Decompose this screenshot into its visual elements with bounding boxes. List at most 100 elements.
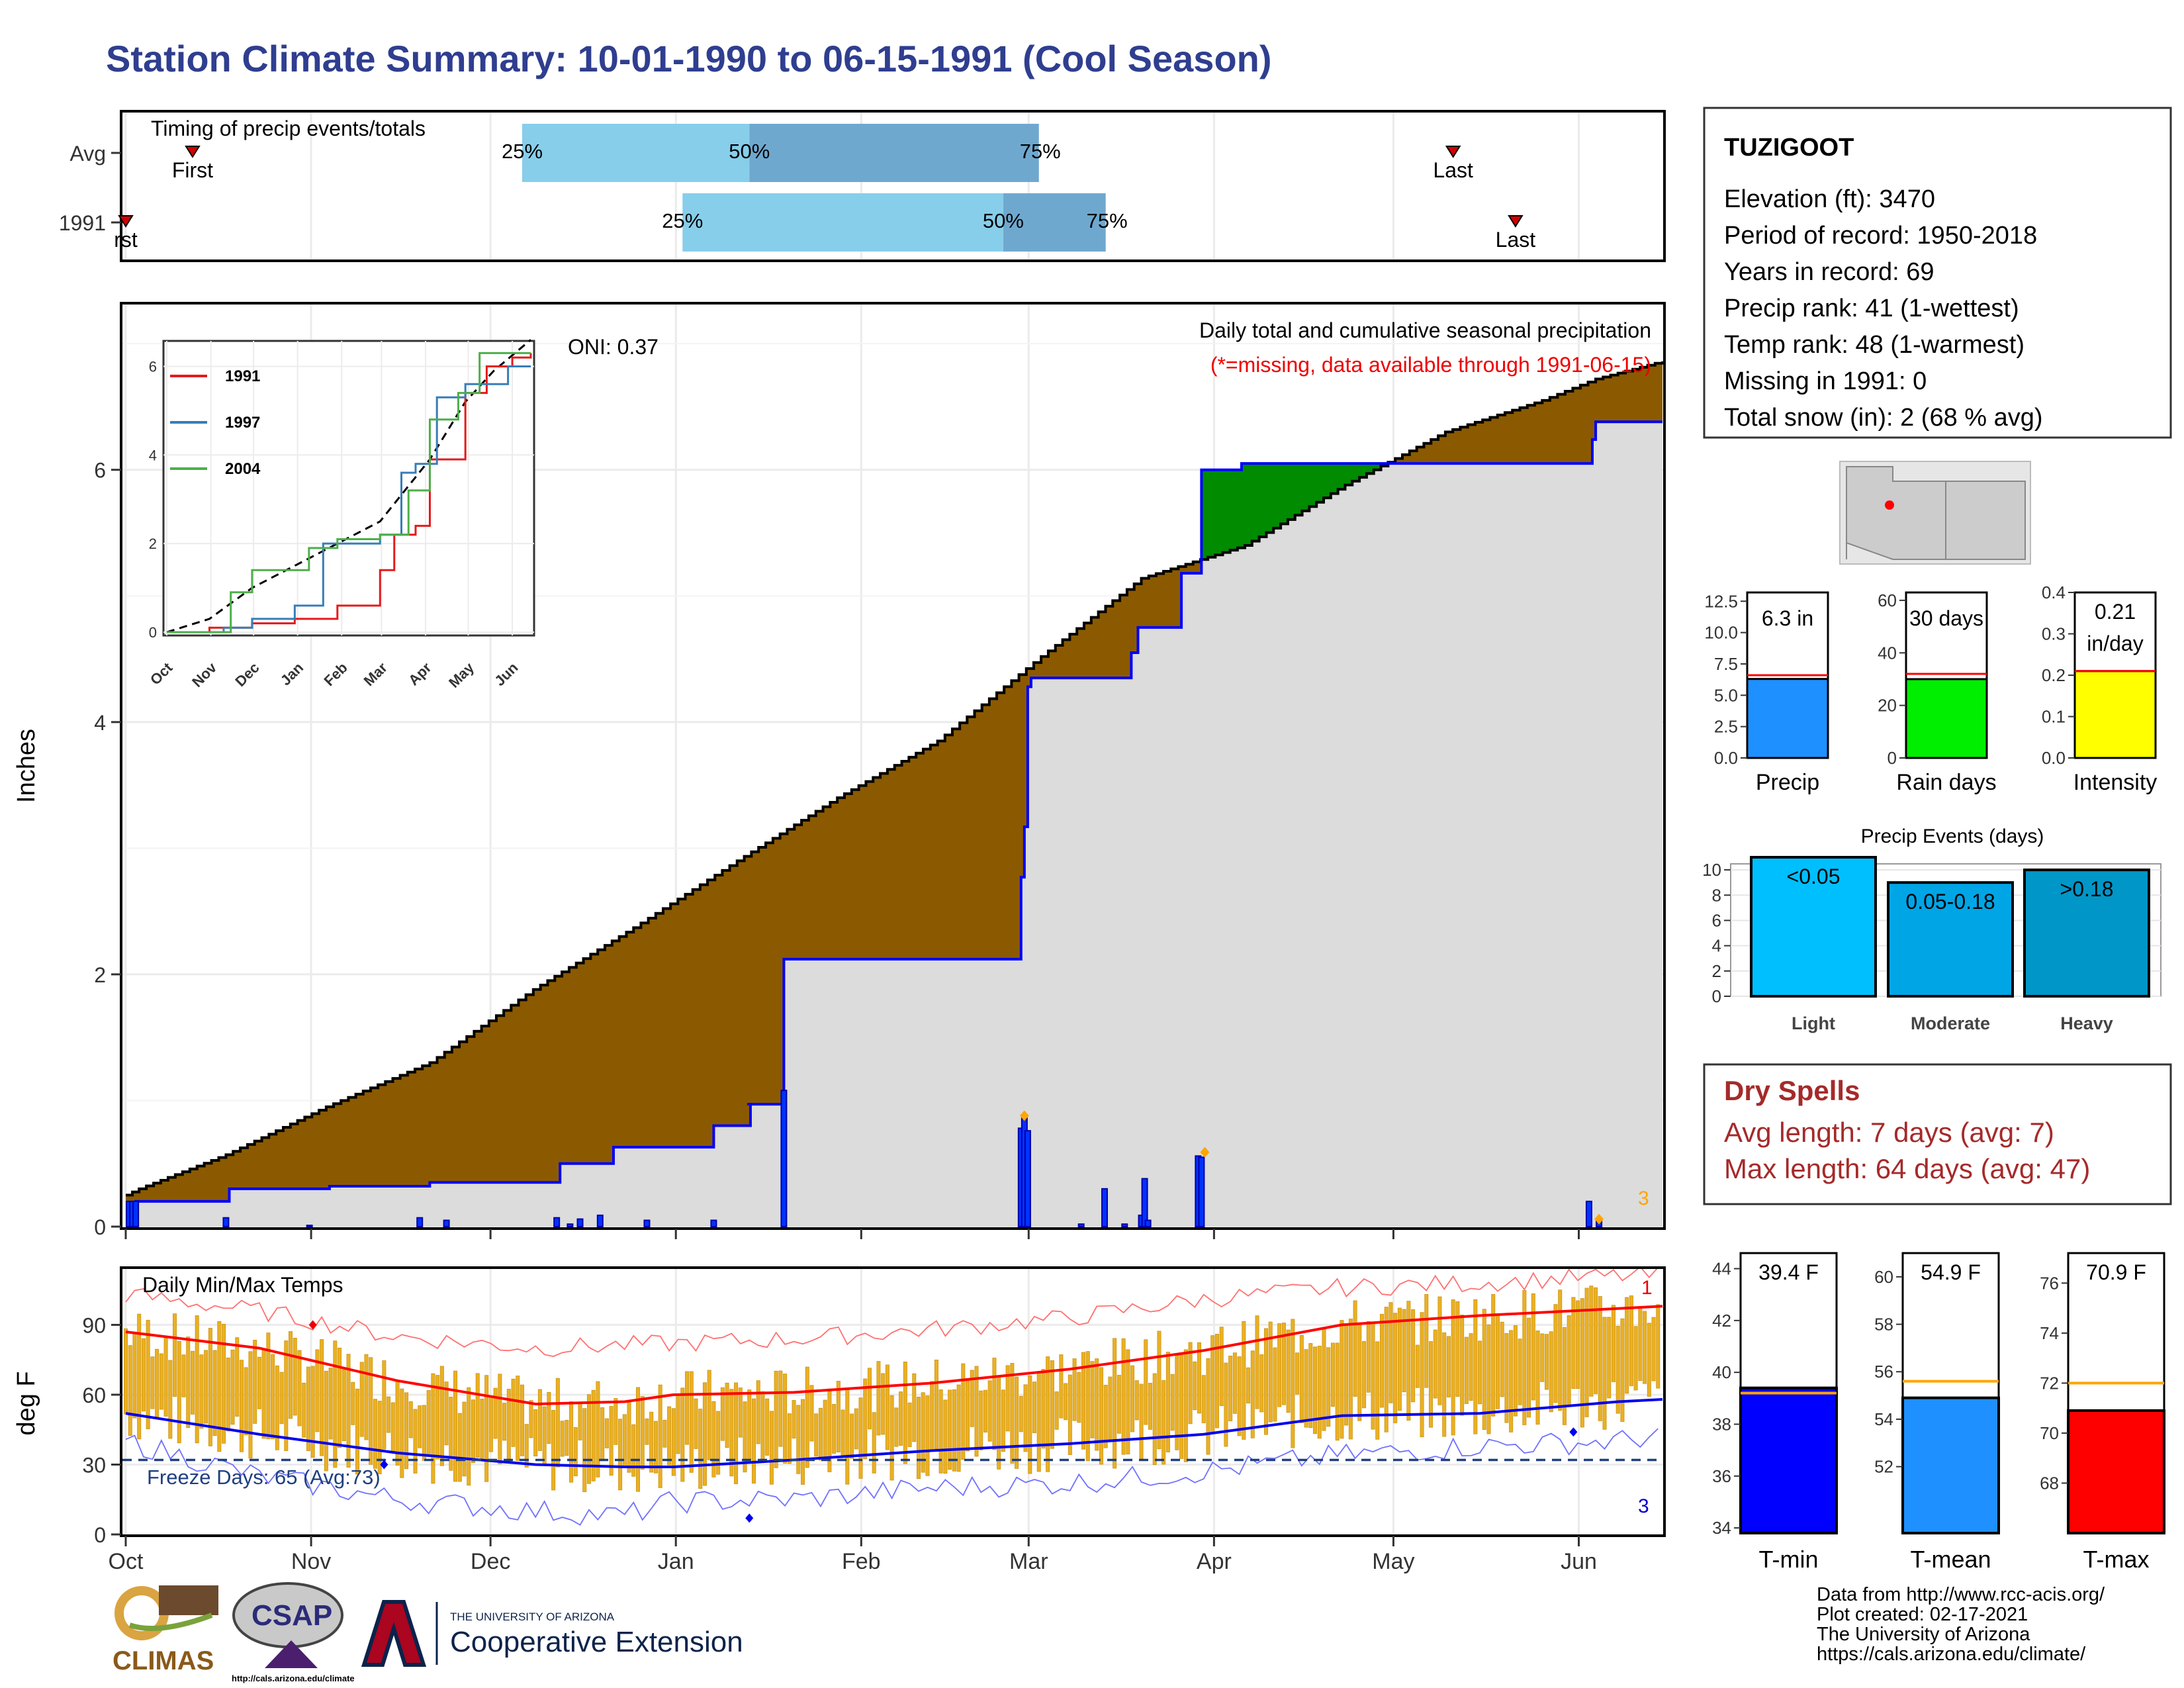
daily-temp-bar	[284, 1340, 289, 1451]
daily-temp-bar	[1442, 1332, 1447, 1437]
event-bar-name: Heavy	[2060, 1013, 2113, 1033]
daily-precip-bar	[596, 1214, 604, 1228]
daily-temp-bar	[1643, 1311, 1647, 1384]
station-name: TUZIGOOT	[1724, 134, 1854, 162]
daily-temp-bar	[1041, 1369, 1046, 1449]
daily-temp-bar	[341, 1369, 346, 1442]
station-line: Period of record: 1950-2018	[1724, 222, 2037, 250]
daily-temp-bar	[132, 1332, 137, 1419]
daily-temp-bar	[653, 1421, 658, 1474]
temp-xtick-label: May	[1372, 1549, 1414, 1574]
daily-temp-bar	[435, 1375, 440, 1460]
daily-temp-bar	[1611, 1305, 1615, 1382]
mini-bar-value-label: in/day	[2087, 632, 2143, 655]
daily-temp-bar	[938, 1389, 943, 1474]
daily-temp-bar	[1219, 1327, 1224, 1406]
daily-temp-bar	[1393, 1313, 1398, 1423]
daily-temp-bar	[1072, 1358, 1077, 1421]
ua-big-text: Cooperative Extension	[450, 1626, 743, 1658]
daily-temp-bar	[230, 1349, 235, 1425]
daily-temp-bar	[1330, 1342, 1335, 1407]
daily-temp-bar	[306, 1366, 310, 1452]
daily-temp-bar	[573, 1427, 578, 1477]
daily-temp-bar	[1357, 1323, 1362, 1421]
daily-temp-bar	[1237, 1356, 1242, 1436]
inset-ytick-label: 4	[149, 447, 157, 463]
daily-temp-bar	[141, 1338, 146, 1412]
mini-bar-ytick-label: 10.0	[1704, 623, 1738, 643]
daily-temp-bar	[1259, 1354, 1264, 1413]
daily-temp-bar	[899, 1391, 903, 1446]
daily-temp-bar	[743, 1401, 747, 1473]
temp-bar-name: T-max	[2083, 1546, 2149, 1573]
daily-temp-bar	[1384, 1307, 1388, 1432]
daily-temp-bar	[204, 1350, 208, 1424]
daily-temp-bar	[315, 1349, 320, 1432]
timing-box-lower	[522, 124, 750, 182]
temp-frame	[120, 1266, 1666, 1537]
daily-temp-bar	[1183, 1349, 1188, 1462]
daily-temp-bar	[582, 1408, 587, 1493]
daily-temp-bar	[248, 1351, 253, 1459]
daily-temp-bar	[426, 1389, 431, 1458]
daily-temp-bar	[1549, 1331, 1553, 1413]
precip-plot	[126, 361, 1664, 1228]
daily-temp-bar	[1036, 1372, 1041, 1472]
daily-temp-bar	[551, 1410, 556, 1491]
daily-temp-bar	[1464, 1336, 1469, 1404]
temp-ytick-label: 30	[82, 1453, 106, 1477]
daily-temp-bar	[738, 1387, 743, 1438]
daily-precip-bar	[553, 1217, 561, 1227]
footer-line: Data from http://www.rcc-acis.org/	[1817, 1584, 2105, 1605]
daily-temp-bar	[1589, 1286, 1594, 1397]
daily-temp-bar	[1286, 1329, 1291, 1413]
daily-temp-bar	[1429, 1341, 1433, 1428]
daily-temp-bar	[1451, 1299, 1455, 1436]
daily-temp-bar	[867, 1368, 872, 1430]
daily-temp-bar	[1103, 1385, 1108, 1448]
temp-bar-value-label: 54.9 F	[1921, 1260, 1981, 1284]
temp-bar-ytick-label: 38	[1712, 1415, 1731, 1434]
daily-temp-bar	[952, 1389, 956, 1472]
daily-temp-bar	[320, 1339, 324, 1456]
mini-bar-name: Precip	[1756, 770, 1819, 795]
timing-q25-label: 25%	[662, 209, 703, 232]
page-title: Station Climate Summary: 10-01-1990 to 0…	[106, 38, 1272, 79]
daily-temp-bar	[805, 1366, 809, 1468]
temp-xtick-label: Nov	[291, 1549, 331, 1574]
dry-spells-frame	[1703, 1063, 2172, 1205]
ua-a-icon	[361, 1600, 427, 1667]
daily-temp-bar	[863, 1378, 868, 1460]
daily-temp-bar	[547, 1391, 551, 1444]
daily-temp-bar	[1366, 1321, 1371, 1393]
daily-temp-bar	[1317, 1345, 1322, 1439]
first-event-marker	[185, 146, 201, 158]
daily-temp-bar	[809, 1385, 814, 1442]
daily-precip-bar	[1144, 1219, 1152, 1228]
first-event-label: First	[172, 158, 213, 182]
daily-temp-bar	[948, 1389, 952, 1470]
daily-temp-bar	[1615, 1326, 1620, 1414]
daily-temp-bar	[1473, 1299, 1478, 1434]
daily-temp-bar	[475, 1373, 480, 1458]
timing-q75-label: 75%	[1020, 140, 1061, 163]
daily-temp-bar	[261, 1349, 266, 1439]
inset-legend-label: 1997	[225, 414, 260, 432]
daily-temp-bar	[903, 1361, 907, 1464]
daily-temp-bar	[565, 1420, 569, 1456]
daily-temp-bar	[1602, 1317, 1607, 1430]
daily-temp-bar	[128, 1345, 132, 1436]
daily-temp-bar	[609, 1406, 614, 1476]
daily-temp-bar	[1353, 1300, 1357, 1397]
daily-temp-bar	[1308, 1343, 1313, 1429]
record-low-count: 3	[1638, 1495, 1649, 1517]
daily-temp-bar	[351, 1382, 355, 1425]
daily-temp-bar	[418, 1405, 422, 1448]
daily-temp-bar	[1344, 1323, 1349, 1426]
temp-xtick-label: Jun	[1561, 1549, 1597, 1574]
timing-box-lower	[682, 193, 1003, 252]
daily-temp-bar	[1486, 1324, 1491, 1434]
temp-bar-ytick-label: 58	[1874, 1315, 1893, 1335]
mini-bar-ytick-label: 0.4	[2042, 583, 2066, 602]
daily-temp-bar	[212, 1350, 217, 1436]
